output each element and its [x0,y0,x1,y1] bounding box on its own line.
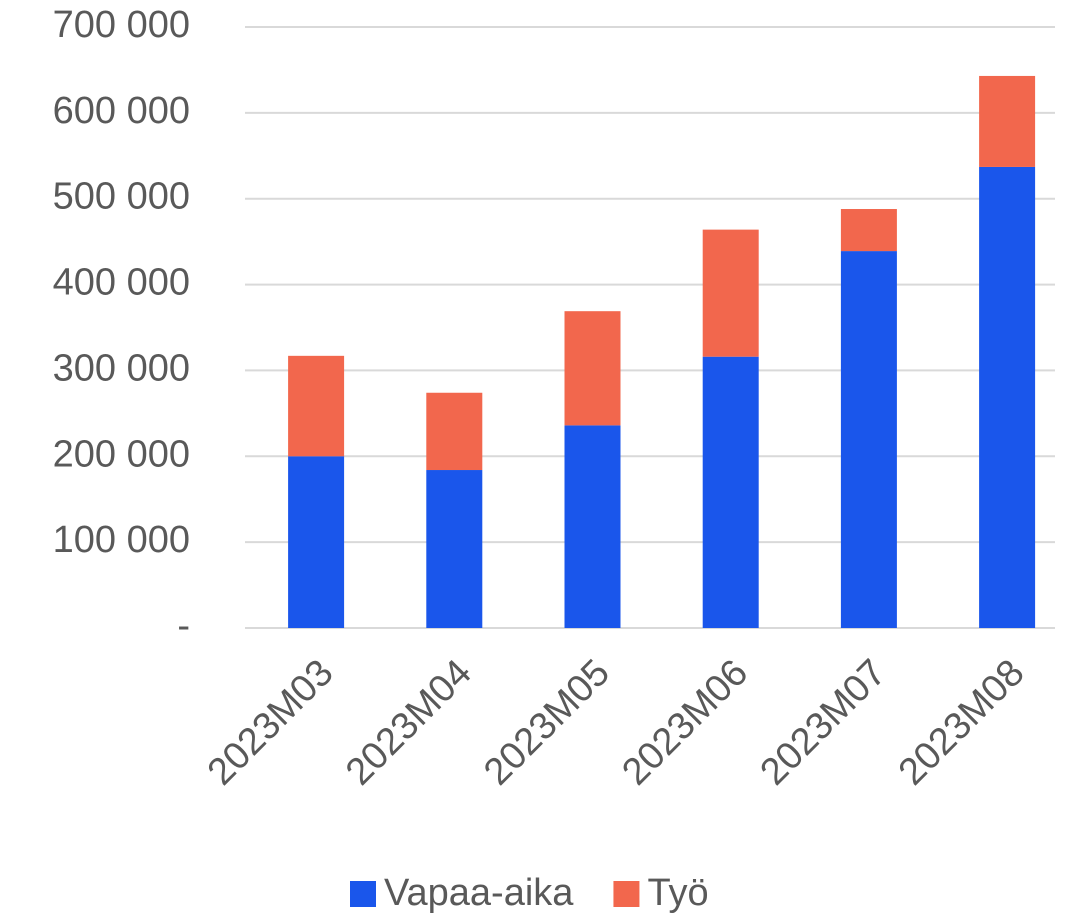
y-tick-label: 400 000 [53,262,190,304]
bar-segment [288,456,345,628]
bar-segment [702,356,759,628]
y-tick-label: - [177,605,190,647]
x-tick-label: 2023M04 [338,652,480,794]
bar-segment [840,209,897,252]
y-tick-label: 600 000 [53,90,190,132]
legend-swatch [350,881,376,907]
bar-segment [564,311,621,426]
x-tick-label: 2023M05 [476,652,618,794]
bar-segment [702,229,759,357]
legend-label: Vapaa-aika [384,872,574,914]
x-tick-label: 2023M03 [200,652,342,794]
bar-segment [288,355,345,457]
y-tick-label: 700 000 [53,4,190,46]
bar-segment [979,75,1036,167]
x-tick-label: 2023M08 [891,652,1033,794]
legend-label: Työ [647,872,708,914]
legend-swatch [613,881,640,907]
bar-segment [426,470,483,628]
y-tick-label: 100 000 [53,519,190,561]
x-tick-label: 2023M06 [614,652,756,794]
bar-segment [426,392,483,471]
bar-segment [564,425,621,628]
y-tick-label: 300 000 [53,347,190,389]
bar-segment [840,251,897,628]
y-tick-label: 500 000 [53,176,190,218]
bar-segment [979,166,1036,628]
x-tick-label: 2023M07 [753,652,895,794]
y-tick-label: 200 000 [53,433,190,475]
